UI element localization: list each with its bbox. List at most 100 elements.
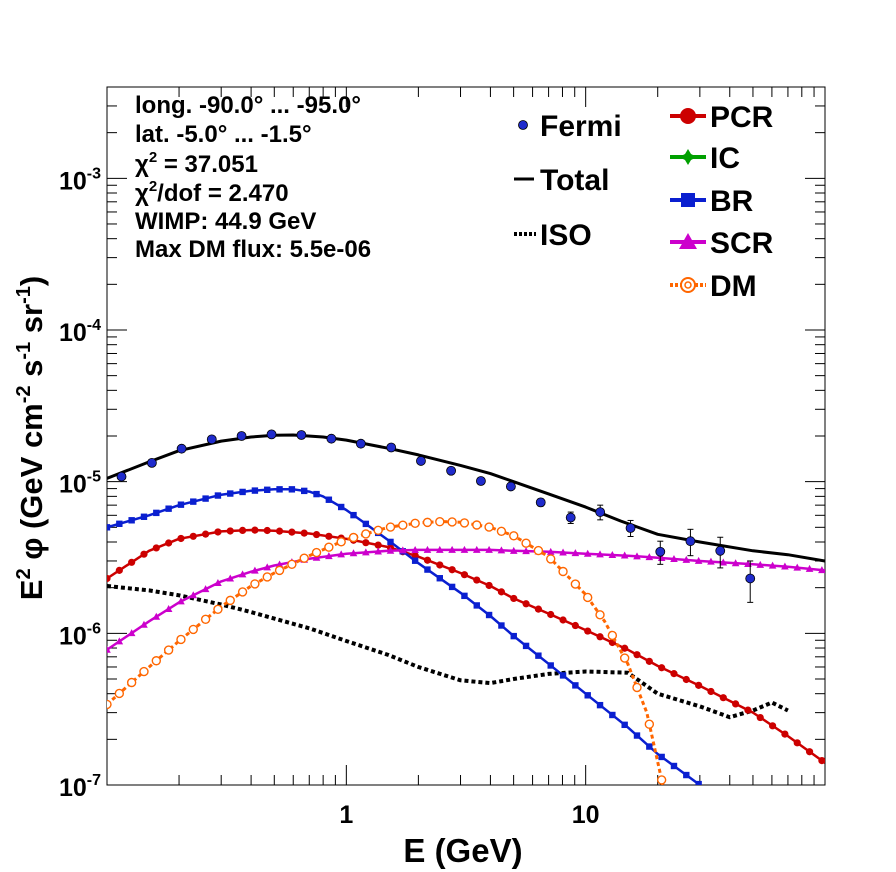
dm-marker (533, 545, 544, 556)
dm-marker (287, 559, 297, 569)
y-tick-label: 10-7 (59, 772, 101, 802)
scr-marker (349, 549, 358, 557)
pcr-marker (805, 748, 814, 756)
pcr-marker (460, 571, 469, 579)
scr-marker (263, 563, 272, 571)
pcr-marker (107, 574, 111, 583)
scr-marker (472, 545, 481, 553)
br-marker (522, 642, 530, 650)
legend-left: Fermi Total ISO (514, 110, 622, 252)
scr-marker (719, 558, 728, 566)
dm-marker (311, 547, 322, 558)
scr-marker (596, 550, 604, 558)
br-marker (498, 622, 505, 629)
pcr-marker (744, 706, 752, 714)
dm-marker (472, 520, 482, 530)
dm-marker (361, 529, 371, 539)
br-marker (313, 490, 320, 498)
pcr-marker (497, 588, 506, 596)
br-marker (683, 771, 690, 779)
pcr-marker (325, 532, 333, 540)
scr-marker (448, 545, 456, 553)
scr-marker (682, 555, 691, 563)
br-marker (337, 503, 345, 511)
scr-marker (608, 550, 617, 558)
dm-marker (570, 579, 581, 589)
fermi-point (206, 434, 217, 445)
br-marker (301, 487, 308, 495)
legend-total-label: Total (540, 164, 609, 197)
dm-marker (619, 653, 630, 663)
br-marker (572, 682, 579, 689)
fermi-point (146, 457, 157, 468)
scr-marker (670, 554, 678, 562)
dm-marker (126, 677, 137, 688)
scr-marker (251, 566, 259, 574)
pcr-marker (756, 713, 764, 722)
br-marker (646, 743, 653, 750)
fermi-point (476, 476, 486, 486)
dm-marker (656, 775, 667, 785)
br-marker (325, 496, 333, 503)
iso-series (107, 584, 789, 720)
pcr-marker (238, 526, 247, 534)
scr-marker (435, 545, 444, 553)
y-tick-label: 10-4 (59, 317, 101, 347)
fermi-point (685, 536, 696, 547)
br-marker (214, 492, 222, 499)
iso-line (107, 584, 789, 720)
br-marker (535, 652, 542, 659)
scr-marker (238, 570, 247, 578)
y-axis-title: E2 φ (GeV cm-2 s-1 sr-1) (13, 276, 49, 600)
br-marker (695, 780, 702, 785)
scr-marker (497, 546, 506, 554)
dm-marker (139, 666, 149, 677)
total-series (107, 433, 825, 563)
dm-marker (447, 517, 457, 527)
scr-marker (485, 545, 493, 553)
br-marker (140, 513, 148, 520)
legend-pcr-marker (680, 108, 696, 124)
scr-marker (386, 546, 395, 554)
pcr-marker (584, 627, 592, 635)
total-line (107, 433, 825, 563)
dm-marker (435, 517, 445, 527)
x-tick-label: 10 (572, 801, 600, 829)
info-text: long. -90.0° ... -95.0° lat. -5.0° ... -… (135, 92, 371, 263)
scr-marker (107, 645, 111, 653)
fermi-point (416, 456, 426, 466)
br-marker (559, 672, 567, 679)
pcr-marker (522, 600, 530, 608)
scr-marker (423, 545, 432, 553)
br-marker (202, 495, 209, 502)
br-marker (128, 517, 135, 524)
legend-br-label: BR (710, 185, 754, 218)
fermi-point (595, 507, 606, 517)
dm-marker (521, 538, 531, 548)
br-marker (547, 662, 554, 669)
fermi-point (296, 430, 307, 440)
pcr-marker (374, 541, 382, 549)
br-marker (584, 692, 591, 699)
pcr-marker (300, 529, 308, 537)
scr-marker (707, 557, 715, 565)
dm-marker (509, 531, 519, 541)
scr-marker (127, 629, 136, 637)
scr-marker (312, 553, 321, 561)
pcr-marker (275, 527, 284, 535)
br-marker (473, 602, 480, 609)
x-axis-title: E (GeV) (403, 832, 522, 869)
scr-marker (201, 585, 210, 593)
scr-marker (657, 554, 666, 562)
scr-marker (189, 591, 198, 599)
br-marker (670, 762, 678, 770)
fermi-point (386, 442, 397, 453)
curves (107, 433, 825, 785)
pcr-marker (571, 621, 579, 630)
pcr-marker (596, 633, 604, 641)
pcr-marker (719, 694, 727, 702)
pcr-marker (658, 664, 666, 672)
legend-pcr-label: PCR (710, 101, 774, 134)
scr-marker (793, 563, 802, 571)
dm-marker (107, 699, 112, 710)
